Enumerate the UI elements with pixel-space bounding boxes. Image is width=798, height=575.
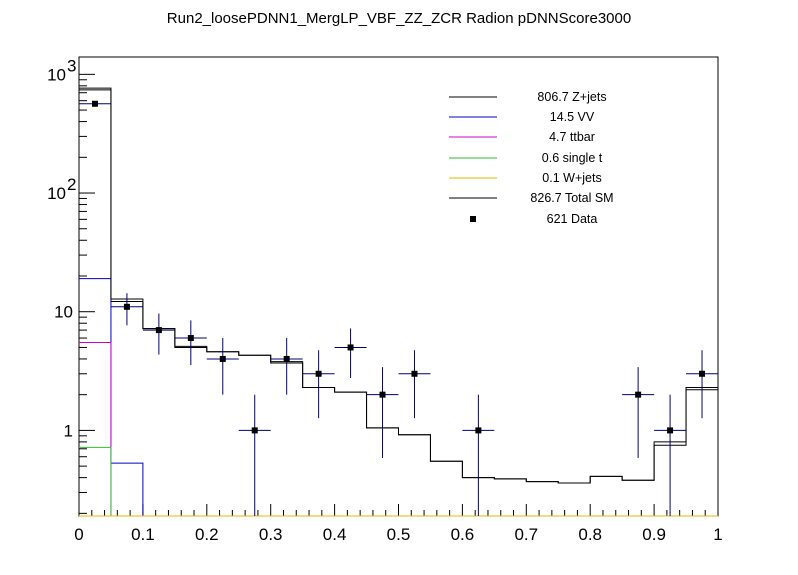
y-tick-exponent: 3 (67, 56, 76, 75)
data-marker (91, 100, 98, 107)
data-point (334, 328, 367, 378)
x-tick-label: 0 (74, 525, 83, 544)
data-marker (283, 355, 290, 362)
legend-label: 4.7 ttbar (549, 130, 595, 144)
data-point (142, 313, 175, 355)
data-point (174, 320, 207, 366)
data-marker (187, 335, 194, 342)
legend-data-marker (470, 216, 476, 222)
plot-frame (78, 56, 719, 517)
x-tick-label: 0.8 (578, 525, 602, 544)
x-tick-label: 0.2 (195, 525, 219, 544)
legend-label: 0.6 single t (542, 151, 603, 165)
x-tick-label: 0.6 (451, 525, 475, 544)
legend-label: 14.5 VV (550, 110, 595, 124)
data-point (398, 350, 431, 419)
data-marker (475, 427, 482, 434)
data-marker (347, 344, 354, 351)
data-point (462, 394, 495, 516)
data-point (206, 338, 239, 395)
data-marker (251, 427, 258, 434)
data-point (622, 367, 655, 458)
x-tick-label: 0.5 (387, 525, 411, 544)
data-marker (411, 370, 418, 377)
data-point (110, 293, 143, 326)
data-marker (667, 427, 674, 434)
y-tick-label: 10 (47, 65, 66, 84)
data-point (79, 100, 111, 107)
x-tick-label: 0.4 (323, 525, 347, 544)
x-tick-label: 0.3 (259, 525, 283, 544)
data-point (270, 338, 303, 395)
data-marker (315, 370, 322, 377)
legend-label: 826.7 Total SM (530, 191, 613, 205)
data-marker (155, 327, 162, 334)
data-point (366, 367, 399, 458)
data-point (686, 350, 718, 419)
legend-label: 621 Data (547, 212, 598, 226)
data-marker (699, 370, 706, 377)
legend-label: 0.1 W+jets (542, 171, 601, 185)
data-point (238, 394, 271, 516)
y-tick-label: 1 (64, 421, 73, 440)
x-tick-label: 1 (713, 525, 722, 544)
data-marker (123, 303, 130, 310)
y-tick-exponent: 2 (67, 175, 76, 194)
hist-total-sm (79, 87, 718, 484)
x-tick-label: 0.7 (514, 525, 538, 544)
x-tick-label: 0.9 (642, 525, 666, 544)
data-point (654, 394, 687, 516)
x-tick-label: 0.1 (131, 525, 155, 544)
data-marker (379, 391, 386, 398)
y-tick-label: 10 (47, 184, 66, 203)
chart-title: Run2_loosePDNN1_MergLP_VBF_ZZ_ZCR Radion… (166, 10, 632, 27)
legend-label: 806.7 Z+jets (537, 90, 606, 104)
y-tick-label: 10 (54, 303, 73, 322)
hist-z-jets (79, 89, 718, 484)
data-marker (635, 391, 642, 398)
data-marker (219, 355, 226, 362)
data-point (302, 350, 335, 419)
